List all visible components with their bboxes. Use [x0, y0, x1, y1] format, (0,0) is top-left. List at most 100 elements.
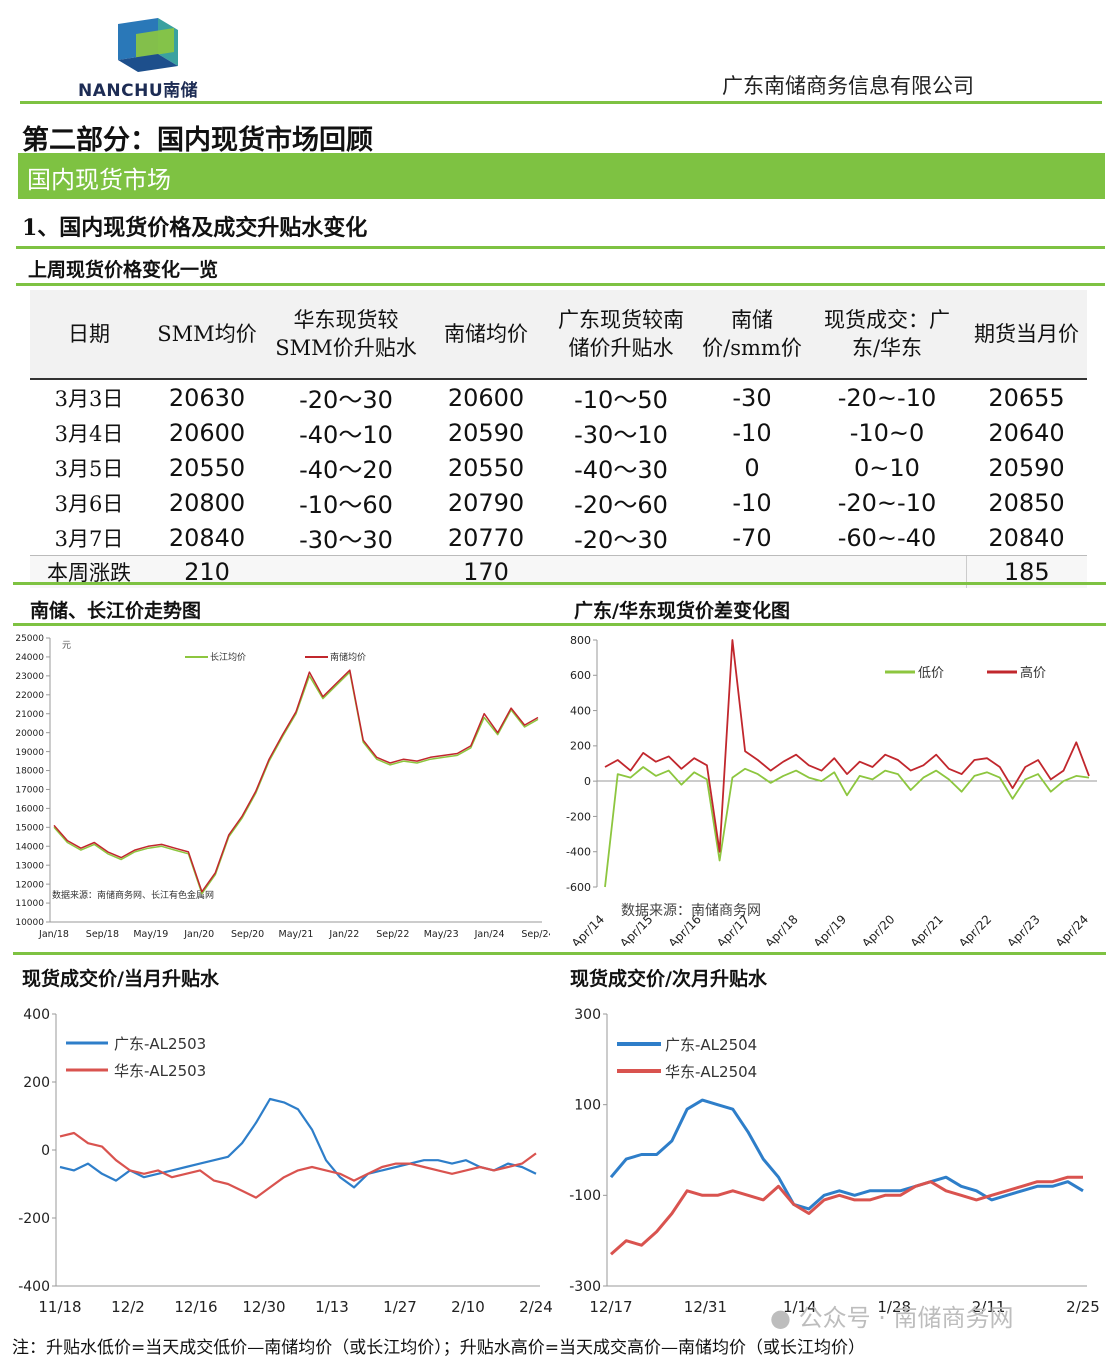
legend-label: 华东-AL2504 [665, 1063, 757, 1081]
cell: -10～50 [546, 378, 696, 415]
legend-label: 低价 [918, 666, 944, 681]
y-tick-label: 400 [23, 1007, 50, 1023]
cell: 20600 [168, 418, 246, 447]
chart-title-spread: 广东/华东现货价差变化图 [574, 600, 790, 622]
y-tick-label: -300 [569, 1279, 601, 1295]
table-title: 上周现货价格变化一览 [28, 259, 219, 281]
y-tick-label: 21000 [15, 710, 44, 720]
x-tick-label: 1/28 [877, 1298, 911, 1316]
x-tick-label: May/23 [424, 929, 459, 940]
source-note: 数据来源：南储商务网、长江有色金属网 [52, 889, 214, 901]
y-tick-label: -200 [566, 810, 591, 823]
y-tick-label: 18000 [15, 767, 44, 777]
col-header: SMM均价 [148, 290, 266, 379]
y-tick-label: -400 [566, 846, 591, 859]
cell: 20590 [447, 418, 525, 447]
subsection-title: 1、国内现货价格及成交升贴水变化 [22, 215, 368, 241]
cell: 20630 [148, 378, 266, 415]
cell: 20600 [426, 378, 546, 415]
company-name: 广东南储商务信息有限公司 [722, 74, 974, 98]
y-tick-label: 11000 [15, 899, 44, 909]
cell-date: 3月6日 [54, 491, 124, 516]
legend-label: 高价 [1020, 665, 1046, 681]
y-tick-label: 13000 [15, 861, 44, 871]
chart-title-next-month: 现货成交价/次月升贴水 [570, 968, 767, 990]
y-tick-label: 14000 [15, 842, 44, 852]
y-tick-label: 0 [41, 1143, 50, 1159]
x-tick-label: Jan/24 [474, 929, 505, 940]
section-bar [18, 153, 1105, 199]
cell: 20840 [988, 523, 1065, 552]
y-tick-label: 400 [570, 704, 591, 717]
x-tick-label: Apr/19 [811, 912, 849, 946]
y-tick-label: 200 [23, 1075, 50, 1091]
divider [16, 283, 1105, 286]
x-tick-label: 12/17 [589, 1298, 632, 1316]
cell: 20550 [447, 453, 525, 482]
col-header: 期货当月价 [966, 290, 1087, 379]
y-tick-label: 12000 [15, 880, 44, 890]
divider [13, 952, 1106, 955]
cell: 20770 [447, 523, 525, 552]
col-header: 日期 [30, 290, 148, 379]
cell: -70 [732, 523, 772, 552]
x-tick-label: Jan/20 [183, 929, 214, 940]
x-tick-label: 12/16 [174, 1298, 217, 1316]
section-bar-title: 国内现货市场 [27, 166, 171, 194]
x-tick-label: 12/31 [684, 1298, 727, 1316]
y-tick-label: 300 [574, 1007, 601, 1023]
legend-label: 南储均价 [330, 651, 366, 663]
series-line [59, 1097, 537, 1189]
part-title: 第二部分：国内现货市场回顾 [22, 125, 373, 156]
col-header: 华东现货较SMM价升贴水 [266, 290, 426, 379]
y-tick-label: -200 [18, 1211, 50, 1227]
x-tick-label: Apr/22 [956, 912, 994, 946]
legend-label: 华东-AL2503 [114, 1062, 206, 1080]
col-header: 广东现货较南储价升贴水 [546, 290, 696, 379]
table-row: 3月4日 20600 -40～10 20590 -30～10 -10 -10~0… [30, 415, 1087, 450]
cell: 20800 [168, 488, 246, 517]
x-tick-label: 12/2 [111, 1298, 145, 1316]
legend-label: 广东-AL2504 [665, 1036, 757, 1054]
x-tick-label: Sep/18 [86, 929, 119, 940]
logo-text: NANCHU南储 [78, 81, 199, 101]
cell: -30～30 [299, 526, 393, 554]
cell-date: 3月7日 [54, 526, 124, 551]
series-line [53, 671, 539, 895]
cell: 20550 [168, 453, 246, 482]
cell: 20850 [988, 488, 1065, 517]
col-header: 南储价/smm价 [696, 290, 808, 379]
x-tick-label: Sep/20 [231, 929, 264, 940]
y-tick-label: -600 [566, 881, 591, 894]
cell: -30～10 [574, 421, 668, 449]
divider [13, 582, 1106, 585]
table-row: 3月3日 20630 -20～30 20600 -10～50 -30 -20~-… [30, 378, 1087, 415]
x-tick-label: Apr/20 [859, 912, 897, 946]
cell: -40～10 [299, 421, 393, 449]
x-tick-label: Jan/18 [38, 929, 69, 940]
footnote: 注：升贴水低价=当天成交低价—南储均价（或长江均价）；升贴水高价=当天成交高价—… [12, 1338, 865, 1358]
series-line [609, 1098, 1084, 1211]
watermark: ● 公众号 · 南储商务网 [770, 1298, 1013, 1333]
y-tick-label: 25000 [15, 634, 44, 644]
y-tick-label: 22000 [15, 691, 44, 701]
x-tick-label: Apr/21 [908, 912, 946, 946]
y-tick-label: 23000 [15, 672, 44, 682]
price-table: 日期 SMM均价 华东现货较SMM价升贴水 南储均价 广东现货较南储价升贴水 南… [30, 290, 1087, 588]
y-tick-label: 10000 [15, 918, 44, 928]
series-line [609, 1175, 1083, 1256]
col-header: 南储均价 [426, 290, 546, 379]
cell: 20640 [988, 418, 1065, 447]
chart-title-trend: 南储、长江价走势图 [30, 600, 202, 622]
y-tick-label: 200 [570, 740, 591, 753]
x-tick-label: Apr/14 [569, 912, 607, 946]
wechat-icon: ● [770, 1304, 791, 1332]
cell: -10 [732, 418, 772, 447]
cell-date: 3月4日 [54, 421, 124, 446]
cell: 0 [744, 453, 760, 482]
cell: -20～60 [574, 491, 668, 519]
cell: -10～60 [299, 491, 393, 519]
table-header-row: 日期 SMM均价 华东现货较SMM价升贴水 南储均价 广东现货较南储价升贴水 南… [30, 290, 1087, 379]
x-tick-label: Sep/24 [521, 929, 550, 940]
next-month-chart: 广东-AL2504 华东-AL2504 300 100 -100 -300 12/17 1… [569, 1007, 1100, 1316]
